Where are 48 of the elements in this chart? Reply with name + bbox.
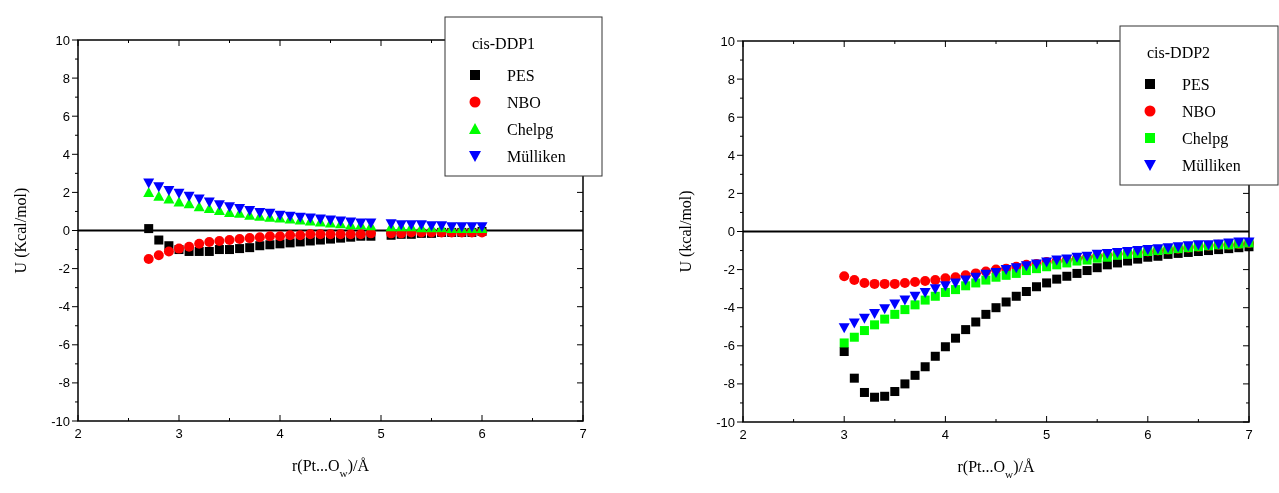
- y-tick-label: -6: [58, 337, 70, 353]
- y-tick-label: 6: [62, 108, 70, 124]
- x-tick-label: 4: [276, 426, 284, 441]
- y-tick-label: 2: [62, 184, 70, 200]
- legend-label: PES: [1182, 76, 1210, 93]
- legend-label: PES: [507, 67, 535, 84]
- legend-label: NBO: [507, 94, 541, 111]
- x-tick-label: 3: [840, 427, 848, 442]
- y-tick-label: 0: [62, 223, 70, 238]
- y-tick-label: -4: [723, 300, 735, 316]
- x-tick-label: 5: [1042, 427, 1051, 442]
- y-tick-label: 6: [727, 109, 735, 125]
- y-tick-label: 0: [727, 224, 735, 239]
- y-tick-label: 4: [62, 146, 70, 162]
- x-tick-label: 6: [478, 426, 486, 441]
- x-tick-label: 2: [74, 426, 82, 441]
- x-axis-title: r(Pt...O$_{w}$)/Å: [292, 457, 370, 479]
- y-tick-label: -6: [723, 338, 735, 354]
- x-tick-label: 7: [1245, 427, 1253, 442]
- y-tick-label: -2: [723, 262, 735, 278]
- legend-title: cis-DDP1: [472, 35, 536, 52]
- legend-label: Mülliken: [507, 148, 566, 165]
- x-tick-label: 5: [377, 426, 385, 441]
- y-axis-title: U (Kcal/mol): [12, 187, 30, 274]
- y-tick-label: 8: [62, 70, 70, 86]
- y-tick-label: 10: [55, 32, 70, 48]
- y-axis-title: U (kcal/mol): [677, 190, 695, 273]
- y-tick-label: 10: [720, 33, 735, 49]
- y-tick-label: -8: [58, 375, 70, 391]
- y-tick-label: -4: [58, 299, 70, 315]
- y-tick-label: 8: [727, 71, 735, 87]
- legend-label: NBO: [1182, 103, 1216, 120]
- y-tick-label: 2: [727, 185, 735, 201]
- x-axis-title: r(Pt...O$_{w}$)/Å: [957, 458, 1035, 480]
- legend-title: cis-DDP2: [1147, 44, 1211, 61]
- x-tick-label: 3: [175, 426, 183, 441]
- x-tick-label: 4: [941, 427, 950, 442]
- y-tick-label: -8: [723, 376, 735, 392]
- y-tick-label: -10: [716, 414, 735, 430]
- y-tick-label: -2: [58, 261, 70, 277]
- y-tick-label: -10: [51, 413, 70, 429]
- y-tick-label: 4: [727, 147, 735, 163]
- legend-label: Chelpg: [507, 121, 554, 139]
- x-tick-label: 2: [739, 427, 747, 442]
- legend-label: Mülliken: [1182, 157, 1241, 174]
- legend-label: Chelpg: [1182, 130, 1229, 148]
- x-tick-label: 6: [1144, 427, 1152, 442]
- x-tick-label: 7: [579, 426, 587, 441]
